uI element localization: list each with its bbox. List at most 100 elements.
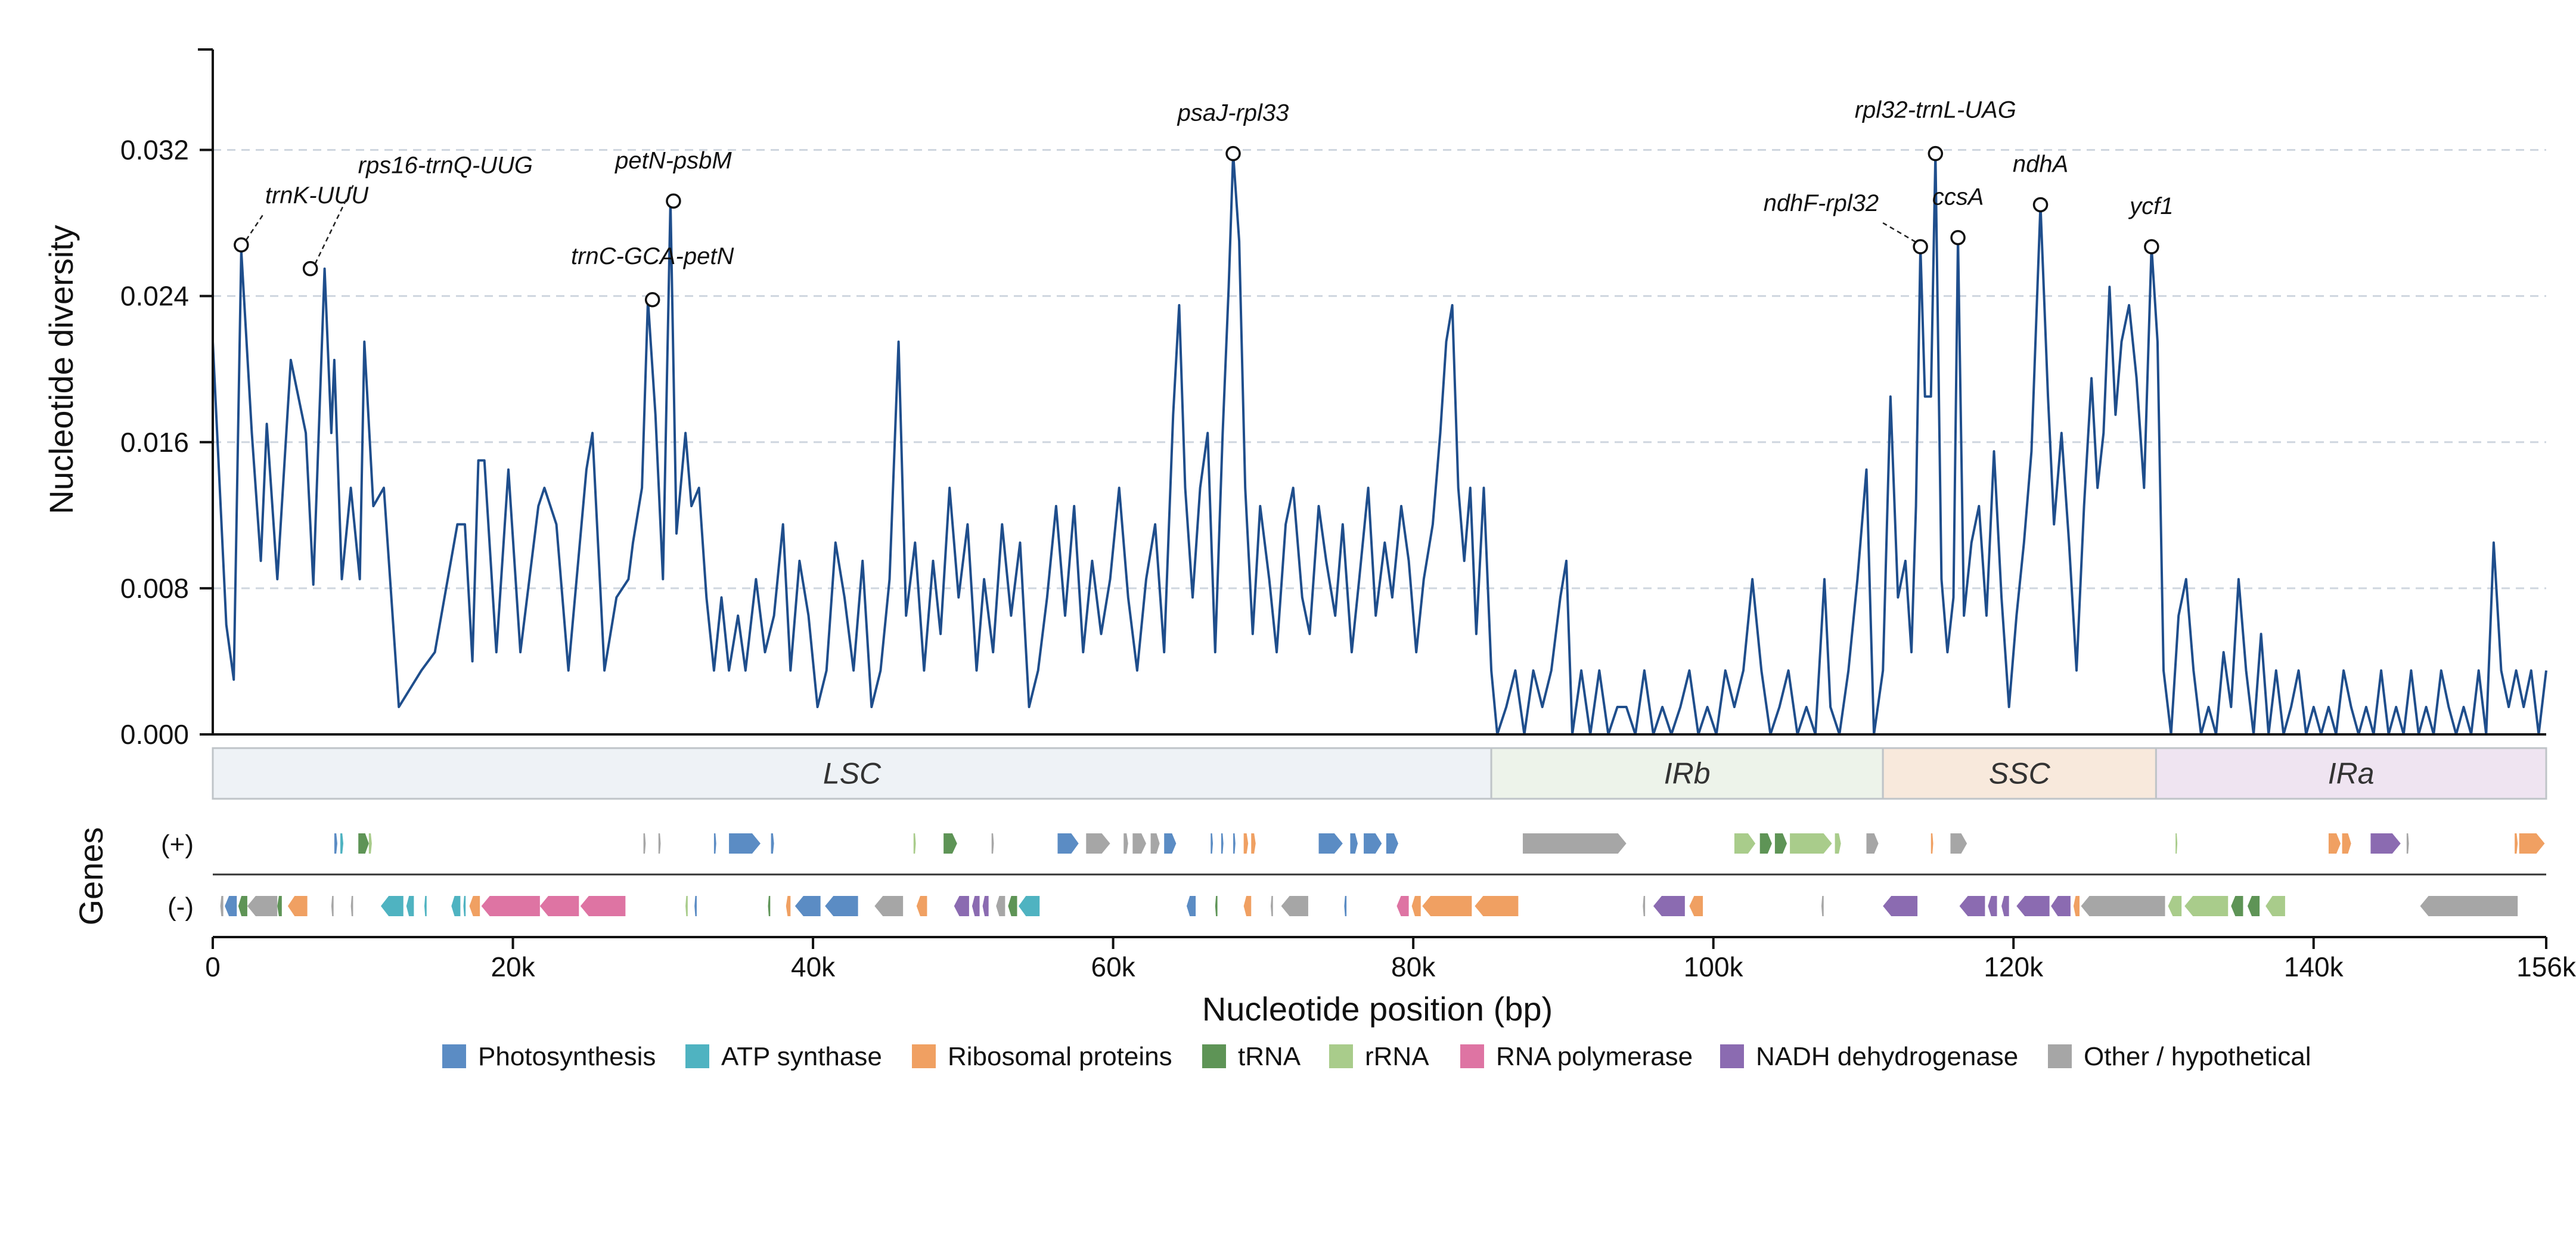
gene-block [1086,833,1110,854]
gene-block [1734,833,1756,854]
diversity-line [212,152,2547,736]
gene-block [277,896,282,916]
gene-block [334,833,337,854]
peak-marker [1913,239,1928,255]
gene-block [996,896,1005,916]
gene-block [2370,833,2401,854]
genes-axis-title: Genes [72,827,110,926]
gene-block [794,896,821,916]
gene-block [1132,833,1146,854]
gene-block [2420,896,2518,916]
gene-block [1475,896,1519,916]
gene-block [1350,833,1358,854]
legend-label: NADH dehydrogenase [1756,1042,2018,1071]
y-axis-title: Nucleotide diversity [42,225,80,514]
peak-marker [1225,145,1241,162]
gene-block [1164,833,1177,854]
axes: 0.000 0.008 0.016 0.024 0.032 0 20k 40k 60k 80k 10… [120,48,2576,982]
region-label: IRb [1664,757,1711,790]
gene-block [1759,833,1772,854]
peak-marker [1950,229,1966,246]
peak-marker [302,260,318,277]
legend-label: Ribosomal proteins [948,1042,1172,1071]
gene-block [2073,896,2080,916]
gene-block [954,896,969,916]
gene-block [1243,896,1252,916]
legend-swatch [1720,1044,1744,1068]
gene-block [982,896,989,916]
gene-block [1270,896,1273,916]
gene-block [1931,833,1933,854]
gene-block [1344,896,1347,916]
gene-block [991,833,994,854]
gene-block [1883,896,1918,916]
gene-block [2519,833,2545,854]
peak-marker [644,292,660,308]
gene-block [424,896,427,916]
legend-swatch [1329,1044,1353,1068]
gene-block [406,896,414,916]
gene-block [469,896,480,916]
y-tick-label: 0.008 [120,573,189,604]
gene-block [1689,896,1703,916]
peak-label: ndhF-rpl32 [1764,190,1879,216]
gene-block [358,833,369,854]
peak-marker [234,237,249,253]
gene-block [1643,896,1646,916]
region-label: SSC [1989,757,2051,790]
y-tick-label: 0.024 [120,281,189,312]
x-tick-label: 140k [2284,951,2344,982]
legend-label: rRNA [1365,1042,1429,1071]
gene-block [685,896,688,916]
gene-block [1123,833,1128,854]
y-tick-label: 0.000 [120,719,189,750]
gene-block [340,833,344,854]
gene-block [1790,833,1832,854]
legend-swatch [685,1044,709,1068]
peak-label: trnC-GCA-petN [571,243,734,269]
gene-block [1150,833,1160,854]
peak-label: rpl32-trnL-UAG [1855,97,2016,123]
gene-block [2265,896,2285,916]
gene-block [220,896,224,916]
gene-block [1835,833,1841,854]
legend-swatch [2048,1044,2072,1068]
peak-leader-line [314,185,354,265]
gene-block [2051,896,2071,916]
gene-block [2081,896,2165,916]
x-tick-label: 120k [1984,951,2044,982]
gene-block [451,896,461,916]
x-tick-label: 156k [2516,951,2576,982]
region-lsc [212,747,1492,800]
gene-block [1774,833,1787,854]
gene-block [331,896,334,916]
peak-label: petN-psbM [614,147,732,173]
gene-block [2168,896,2182,916]
genome-region-bar: LSC IRb SSC IRa [212,747,2547,800]
gene-block [2406,833,2409,854]
gene-block [1281,896,1308,916]
gene-block [247,896,278,916]
peak-label: ccsA [1932,184,1984,210]
gene-block [1251,833,1256,854]
gene-block [2328,833,2341,854]
gene-block [944,833,957,854]
x-tick-label: 0 [205,951,221,982]
peak-marker [2032,197,2049,213]
x-tick-label: 80k [1391,951,1436,982]
gene-block [729,833,761,854]
gene-block [380,896,404,916]
legend-swatch [912,1044,936,1068]
gene-block [913,833,916,854]
peak-marker [1928,145,1944,162]
plus-strand-label: (+) [161,830,194,859]
legend-swatch [1460,1044,1484,1068]
minus-strand-label: (-) [167,892,194,922]
legend-label: Other / hypothetical [2084,1042,2311,1071]
gene-block [1821,896,1824,916]
region-ssc [1882,747,2157,800]
gene-block [1866,833,1879,854]
gene-block [238,896,247,916]
gene-block [580,896,626,916]
